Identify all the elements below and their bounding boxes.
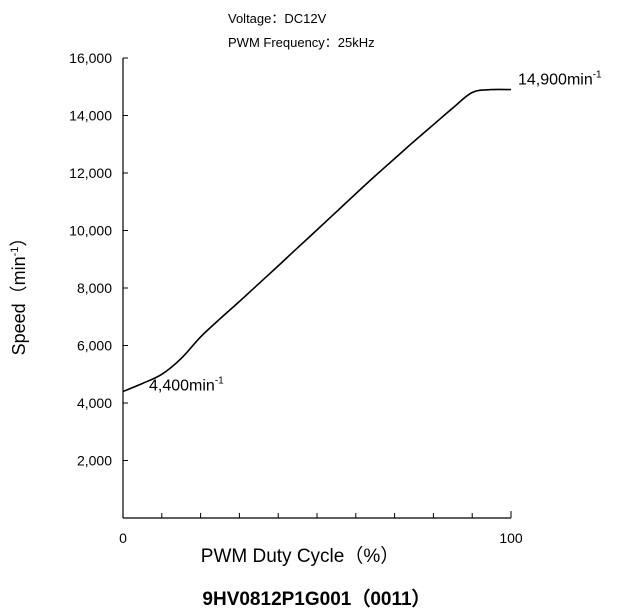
speed-curve (122, 88, 512, 393)
annotation-max: 14,900min-1 (518, 70, 602, 89)
y-tick-label: 12,000 (69, 165, 112, 181)
y-tick-label: 16,000 (69, 50, 112, 66)
model-title: 9HV0812P1G001（0011） (202, 589, 431, 610)
annotation-min: 4,400min-1 (149, 376, 224, 395)
speed-vs-duty-chart: 2,000 4,000 6,000 8,000 10,000 12,000 14,000 16… (9, 50, 602, 567)
y-ticks: 2,000 4,000 6,000 8,000 10,000 12,000 14,000 16… (69, 50, 128, 469)
x-tick-label: 0 (119, 530, 127, 546)
y-axis-label-sup: -1 (9, 247, 21, 257)
y-axis-label-close: ） (9, 229, 29, 247)
x-ticks: 0 100 (119, 511, 523, 546)
y-axis-label-text: Speed（min (9, 256, 29, 355)
y-tick-label: 4,000 (77, 395, 112, 411)
x-tick-label: 100 (499, 530, 523, 546)
y-tick-label: 10,000 (69, 223, 112, 239)
axes (122, 58, 511, 519)
y-tick-label: 2,000 (77, 453, 112, 469)
y-tick-label: 6,000 (77, 338, 112, 354)
x-axis-label: PWM Duty Cycle（%） (201, 545, 399, 567)
y-axis-label: Speed（min-1） (9, 229, 29, 356)
pwm-frequency-condition: PWM Frequency：25kHz (228, 35, 375, 50)
annotations: 4,400min-1 14,900min-1 (149, 70, 602, 395)
y-tick-label: 14,000 (69, 108, 112, 124)
y-tick-label: 8,000 (77, 280, 112, 296)
voltage-condition: Voltage：DC12V (228, 11, 327, 26)
